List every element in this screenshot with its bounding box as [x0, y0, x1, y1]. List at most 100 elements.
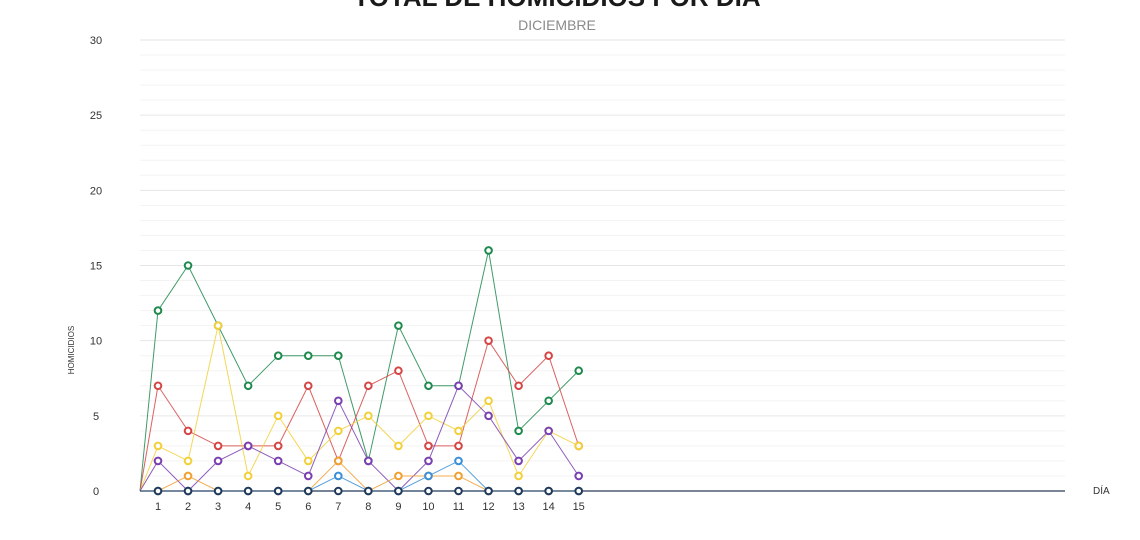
data-point[interactable]	[484, 396, 493, 406]
x-tick-label: 12	[482, 501, 494, 513]
series	[139, 381, 584, 496]
data-point[interactable]	[183, 261, 193, 270]
y-tick-label: 25	[90, 110, 102, 122]
x-tick-label: 9	[395, 501, 401, 513]
x-axis-ticks: 1 2 3 4 5 6 7 8 9 10 11 12 13 14 15	[155, 501, 585, 513]
data-point[interactable]	[484, 411, 493, 421]
data-point[interactable]	[273, 411, 283, 421]
x-tick-label: 4	[245, 501, 251, 513]
data-point[interactable]	[243, 441, 253, 451]
data-point[interactable]	[574, 471, 584, 481]
data-point[interactable]	[334, 471, 343, 481]
data-point[interactable]	[574, 441, 584, 451]
y-tick-label: 15	[90, 261, 102, 273]
data-point[interactable]	[183, 426, 193, 436]
data-point[interactable]	[183, 471, 193, 481]
data-point[interactable]	[514, 456, 523, 466]
data-point[interactable]	[213, 456, 223, 466]
data-point[interactable]	[394, 366, 403, 376]
data-point[interactable]	[424, 441, 433, 451]
data-point[interactable]	[153, 486, 163, 496]
data-point[interactable]	[334, 456, 343, 466]
data-point[interactable]	[454, 456, 463, 466]
data-point[interactable]	[544, 486, 553, 496]
data-point[interactable]	[484, 336, 493, 345]
chart-subtitle: DICIEMBRE	[518, 17, 596, 33]
data-point[interactable]	[303, 486, 313, 496]
data-point[interactable]	[213, 441, 223, 451]
data-point[interactable]	[364, 411, 373, 421]
data-point[interactable]	[213, 486, 223, 496]
data-point[interactable]	[273, 441, 283, 451]
data-point[interactable]	[424, 471, 433, 481]
x-tick-label: 13	[512, 501, 524, 513]
data-point[interactable]	[303, 351, 313, 361]
data-point[interactable]	[394, 471, 403, 481]
data-point[interactable]	[574, 366, 584, 376]
data-point[interactable]	[484, 246, 493, 255]
data-point[interactable]	[514, 426, 523, 436]
data-point[interactable]	[454, 381, 463, 391]
data-point[interactable]	[334, 486, 343, 496]
x-axis-label: DÍA	[1093, 484, 1110, 497]
data-point[interactable]	[273, 486, 283, 496]
data-point[interactable]	[243, 486, 253, 496]
data-point[interactable]	[334, 426, 343, 436]
series	[139, 246, 584, 492]
data-point[interactable]	[273, 351, 283, 361]
series	[140, 486, 584, 496]
data-point[interactable]	[514, 471, 523, 481]
data-point[interactable]	[153, 456, 163, 466]
data-point[interactable]	[424, 411, 433, 421]
data-point[interactable]	[153, 441, 163, 451]
data-point[interactable]	[424, 486, 433, 496]
x-tick-label: 15	[573, 501, 585, 513]
data-point[interactable]	[303, 456, 313, 466]
data-point[interactable]	[364, 486, 373, 496]
data-point[interactable]	[303, 471, 313, 481]
y-axis-label: HOMICIDIOS	[67, 326, 76, 374]
data-point[interactable]	[544, 426, 553, 436]
data-point[interactable]	[183, 456, 193, 466]
data-point[interactable]	[364, 456, 373, 466]
data-point[interactable]	[394, 441, 403, 451]
data-point[interactable]	[454, 471, 463, 481]
data-point[interactable]	[484, 486, 493, 496]
x-tick-label: 6	[305, 501, 311, 513]
x-tick-label: 8	[365, 501, 371, 513]
y-axis-ticks: 0 5 10 15 20 25 30	[90, 35, 102, 498]
data-point[interactable]	[454, 486, 463, 496]
data-point[interactable]	[243, 381, 253, 391]
data-point[interactable]	[364, 381, 373, 391]
chart-title: TOTAL DE HOMICIDIOS POR DÍA	[353, 0, 761, 12]
data-point[interactable]	[514, 486, 523, 496]
data-point[interactable]	[334, 396, 343, 406]
data-point[interactable]	[243, 471, 253, 481]
y-tick-label: 5	[93, 411, 99, 423]
data-point[interactable]	[183, 486, 193, 496]
data-point[interactable]	[424, 381, 433, 391]
x-tick-label: 3	[215, 501, 221, 513]
data-point[interactable]	[514, 381, 523, 391]
data-point[interactable]	[334, 351, 343, 361]
data-point[interactable]	[303, 381, 313, 391]
data-point[interactable]	[394, 321, 403, 330]
series-line	[139, 384, 580, 492]
data-point[interactable]	[394, 486, 403, 496]
data-point[interactable]	[454, 426, 463, 436]
x-tick-label: 14	[543, 501, 555, 513]
x-tick-label: 7	[335, 501, 341, 513]
grid-lines	[140, 39, 1065, 477]
data-point[interactable]	[454, 441, 463, 451]
data-point[interactable]	[424, 456, 433, 466]
x-tick-label: 2	[185, 501, 191, 513]
data-point[interactable]	[273, 456, 283, 466]
data-point[interactable]	[544, 396, 553, 406]
y-tick-label: 20	[90, 185, 102, 197]
data-point[interactable]	[153, 306, 163, 315]
data-point[interactable]	[544, 351, 553, 361]
data-point[interactable]	[574, 486, 584, 496]
data-point[interactable]	[153, 381, 163, 391]
data-point[interactable]	[213, 321, 223, 330]
